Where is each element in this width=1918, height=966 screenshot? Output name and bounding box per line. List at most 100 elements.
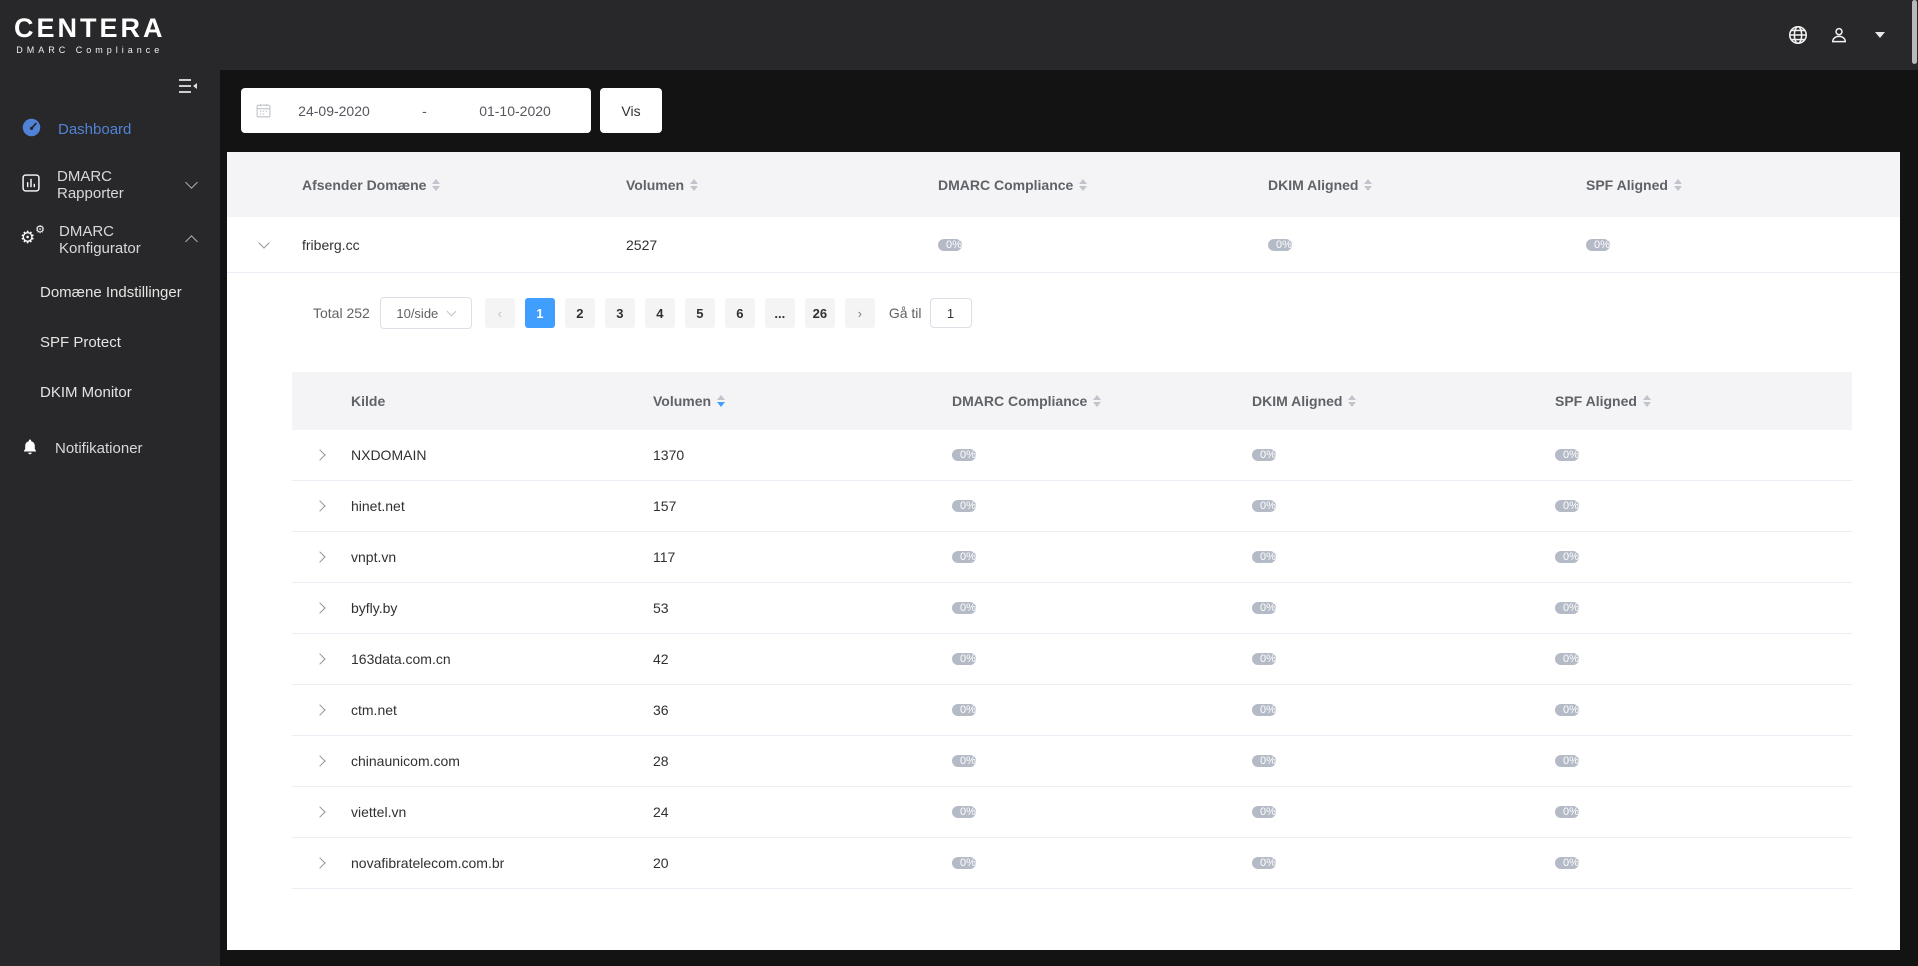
caret-down-icon[interactable] <box>1868 23 1892 47</box>
ellipsis-pages-button[interactable]: ... <box>764 298 795 328</box>
sort-icon[interactable] <box>690 178 699 191</box>
sidebar-item-notifikationer[interactable]: Notifikationer <box>0 421 220 476</box>
sidebar-subitem-label: Domæne Indstillinger <box>40 283 182 301</box>
expand-row-icon[interactable] <box>314 449 326 461</box>
date-range-picker[interactable]: 24-09-2020 - 01-10-2020 <box>241 88 591 133</box>
expand-row-icon[interactable] <box>314 653 326 665</box>
globe-icon[interactable] <box>1786 23 1810 47</box>
expand-row-icon[interactable] <box>314 500 326 512</box>
dmarc-compliance-bar: 0% <box>952 653 976 665</box>
column-header-spf-aligned[interactable]: SPF Aligned <box>1586 177 1900 193</box>
column-header-kilde[interactable]: Kilde <box>351 393 386 409</box>
bell-icon <box>21 437 39 461</box>
collapse-row-icon[interactable] <box>258 237 270 249</box>
column-header-spf-aligned[interactable]: SPF Aligned <box>1555 393 1852 409</box>
expand-row-icon[interactable] <box>314 704 326 716</box>
column-header-dkim-aligned[interactable]: DKIM Aligned <box>1252 393 1555 409</box>
source-row[interactable]: vnpt.vn 117 0% 0% 0% <box>292 532 1852 583</box>
sidebar-subitem-spf-protect[interactable]: SPF Protect <box>0 317 220 367</box>
brand-name: CENTERA <box>14 13 166 43</box>
sort-icon[interactable] <box>1079 178 1088 191</box>
source-row[interactable]: NXDOMAIN 1370 0% 0% 0% <box>292 430 1852 481</box>
sidebar-subitem-dkim-monitor[interactable]: DKIM Monitor <box>0 367 220 417</box>
page-button-1[interactable]: 1 <box>524 298 555 328</box>
dkim-aligned-bar: 0% <box>1252 755 1276 767</box>
scrollbar-thumb[interactable] <box>1912 0 1917 64</box>
spf-aligned-bar: 0% <box>1555 602 1579 614</box>
gauge-icon <box>21 117 42 142</box>
column-header-dmarc-compliance[interactable]: DMARC Compliance <box>938 177 1268 193</box>
expand-row-icon[interactable] <box>314 755 326 767</box>
source-name: chinaunicom.com <box>351 753 460 769</box>
source-row[interactable]: novafibratelecom.com.br 20 0% 0% 0% <box>292 838 1852 889</box>
sidebar-collapse-icon[interactable] <box>178 78 198 102</box>
date-to-value[interactable]: 01-10-2020 <box>479 102 551 119</box>
column-header-afsender-domaene[interactable]: Afsender Domæne <box>302 177 626 193</box>
prev-page-button[interactable]: ‹ <box>484 298 515 328</box>
date-from-value[interactable]: 24-09-2020 <box>298 102 370 119</box>
dmarc-compliance-bar: 0% <box>952 602 976 614</box>
source-row[interactable]: ctm.net 36 0% 0% 0% <box>292 685 1852 736</box>
sort-icon[interactable] <box>1364 178 1373 191</box>
sidebar-item-label: Notifikationer <box>55 440 143 457</box>
sidebar-subitem-label: SPF Protect <box>40 333 121 351</box>
date-separator: - <box>422 102 427 119</box>
source-row[interactable]: hinet.net 157 0% 0% 0% <box>292 481 1852 532</box>
column-header-volumen[interactable]: Volumen <box>626 177 938 193</box>
last-page-button[interactable]: 26 <box>804 298 835 328</box>
source-volume: 24 <box>653 804 669 820</box>
source-row[interactable]: chinaunicom.com 28 0% 0% 0% <box>292 736 1852 787</box>
sidebar-item-label: Dashboard <box>58 121 132 138</box>
page-button-5[interactable]: 5 <box>684 298 715 328</box>
expand-row-icon[interactable] <box>314 857 326 869</box>
source-volume: 42 <box>653 651 669 667</box>
sort-icon-active-desc[interactable] <box>717 395 726 407</box>
sidebar-item-dmarc-konfigurator[interactable]: ⚙ ⚙ DMARC Konfigurator <box>0 212 220 267</box>
user-icon[interactable] <box>1827 23 1851 47</box>
expand-row-icon[interactable] <box>314 806 326 818</box>
chevron-down-icon <box>185 176 198 189</box>
page-button-6[interactable]: 6 <box>724 298 755 328</box>
source-volume: 28 <box>653 753 669 769</box>
page-size-select[interactable]: 10/side <box>379 297 472 329</box>
apply-button[interactable]: Vis <box>600 88 662 133</box>
source-name: byfly.by <box>351 600 398 616</box>
sources-table: Kilde Volumen DMARC Compliance DKIM Alig… <box>292 372 1852 889</box>
sidebar-item-dashboard[interactable]: Dashboard <box>0 102 220 157</box>
expand-row-icon[interactable] <box>314 602 326 614</box>
goto-page-input[interactable] <box>929 298 972 328</box>
sort-icon[interactable] <box>1642 395 1651 407</box>
sidebar-item-dmarc-rapporter[interactable]: DMARC Rapporter <box>0 157 220 212</box>
next-page-button[interactable]: › <box>844 298 875 328</box>
source-volume: 157 <box>653 498 677 514</box>
dkim-aligned-bar: 0% <box>1252 551 1276 563</box>
page-button-4[interactable]: 4 <box>644 298 675 328</box>
source-name: ctm.net <box>351 702 397 718</box>
page-button-2[interactable]: 2 <box>564 298 595 328</box>
report-card: Afsender Domæne Volumen DMARC Compliance… <box>227 152 1900 950</box>
column-header-dmarc-compliance[interactable]: DMARC Compliance <box>952 393 1252 409</box>
sort-icon[interactable] <box>1673 178 1682 191</box>
sidebar-subitem-label: DKIM Monitor <box>40 383 132 401</box>
column-header-dkim-aligned[interactable]: DKIM Aligned <box>1268 177 1586 193</box>
sources-table-header: Kilde Volumen DMARC Compliance DKIM Alig… <box>292 372 1852 430</box>
dkim-aligned-bar: 0% <box>1252 857 1276 869</box>
source-row[interactable]: viettel.vn 24 0% 0% 0% <box>292 787 1852 838</box>
sidebar-subitem-domaene-indstillinger[interactable]: Domæne Indstillinger <box>0 267 220 317</box>
dmarc-compliance-bar: 0% <box>952 449 976 461</box>
domain-row[interactable]: friberg.cc 2527 0% 0% 0% <box>227 217 1900 273</box>
dkim-aligned-bar: 0% <box>1252 500 1276 512</box>
expand-row-icon[interactable] <box>314 551 326 563</box>
spf-aligned-bar: 0% <box>1555 755 1579 767</box>
spf-aligned-bar: 0% <box>1555 449 1579 461</box>
sort-icon[interactable] <box>1348 395 1357 407</box>
column-header-volumen[interactable]: Volumen <box>653 393 952 409</box>
sort-icon[interactable] <box>432 178 441 191</box>
chevron-up-icon <box>185 235 198 248</box>
sort-icon[interactable] <box>1093 395 1102 407</box>
source-row[interactable]: 163data.com.cn 42 0% 0% 0% <box>292 634 1852 685</box>
source-row[interactable]: byfly.by 53 0% 0% 0% <box>292 583 1852 634</box>
page-button-3[interactable]: 3 <box>604 298 635 328</box>
